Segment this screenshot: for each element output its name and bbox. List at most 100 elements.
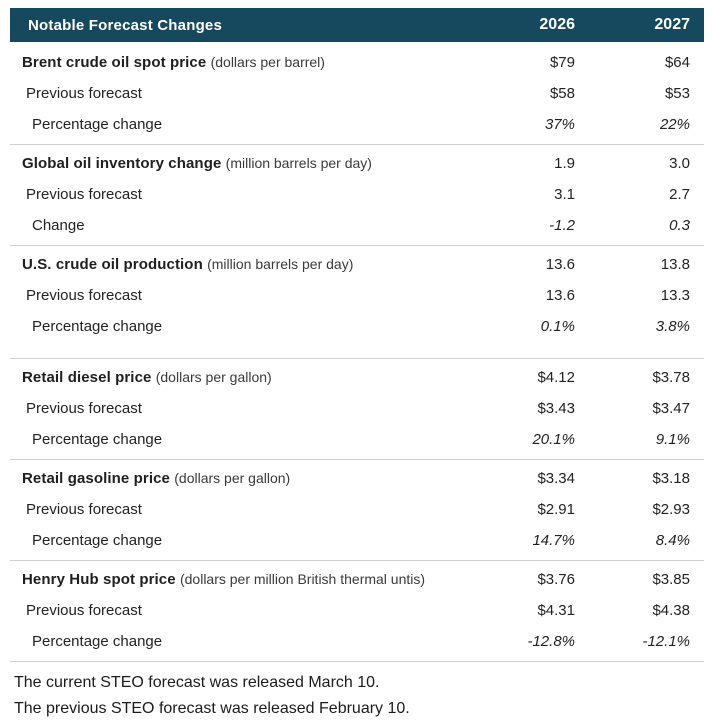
metric-value-2027: $64 — [664, 54, 690, 71]
metric-unit: (million barrels per day) — [207, 256, 354, 272]
metric-row: Henry Hub spot price (dollars per millio… — [10, 564, 704, 595]
previous-forecast-label: Previous forecast — [26, 400, 142, 417]
change-value-2026: -12.8% — [527, 633, 575, 650]
metric-unit: (dollars per million British thermal unt… — [179, 571, 426, 587]
metric-name: Henry Hub spot price — [22, 571, 180, 588]
page: Notable Forecast Changes 2026 2027 Brent… — [10, 8, 704, 717]
metric-row: Brent crude oil spot price (dollars per … — [10, 47, 704, 78]
metric-value-2026: $3.76 — [537, 571, 575, 588]
previous-value-2026: $3.43 — [537, 400, 575, 417]
metric-label-cell: Brent crude oil spot price (dollars per … — [10, 54, 499, 71]
footer-note-current: The current STEO forecast was released M… — [14, 674, 380, 691]
change-value-2027: 9.1% — [655, 431, 690, 448]
forecast-section: Brent crude oil spot price (dollars per … — [10, 42, 704, 145]
metric-row: U.S. crude oil production (million barre… — [10, 249, 704, 280]
previous-forecast-row: Previous forecast $58 $53 — [10, 78, 704, 109]
previous-value-2027: $3.47 — [652, 400, 690, 417]
previous-forecast-row: Previous forecast 3.1 2.7 — [10, 179, 704, 210]
previous-value-2027: $53 — [664, 85, 690, 102]
metric-row: Retail diesel price (dollars per gallon)… — [10, 362, 704, 393]
metric-value-2026: $79 — [549, 54, 575, 71]
change-value-2026: 20.1% — [532, 431, 575, 448]
table-footer: The current STEO forecast was released M… — [10, 662, 704, 722]
table-body: Brent crude oil spot price (dollars per … — [10, 42, 704, 662]
column-header-2027: 2027 — [654, 16, 690, 33]
change-value-2026: -1.2 — [549, 217, 575, 234]
change-row: Percentage change 20.1% 9.1% — [10, 424, 704, 455]
metric-value-2026: 13.6 — [545, 256, 575, 273]
metric-name: U.S. crude oil production — [22, 256, 208, 273]
change-value-2027: 8.4% — [655, 532, 690, 549]
metric-name: Retail gasoline price — [22, 470, 175, 487]
previous-value-2027: $2.93 — [652, 501, 690, 518]
metric-value-2027: $3.85 — [652, 571, 690, 588]
previous-forecast-label: Previous forecast — [26, 602, 142, 619]
change-label: Percentage change — [32, 318, 163, 335]
metric-row: Global oil inventory change (million bar… — [10, 148, 704, 179]
previous-forecast-label: Previous forecast — [26, 186, 142, 203]
metric-value-2026: $4.12 — [537, 369, 575, 386]
metric-name: Retail diesel price — [22, 369, 156, 386]
change-value-2026: 0.1% — [540, 318, 575, 335]
metric-label-cell: Retail diesel price (dollars per gallon) — [10, 369, 499, 386]
metric-value-2027: $3.18 — [652, 470, 690, 487]
forecast-section: Global oil inventory change (million bar… — [10, 145, 704, 246]
change-value-2027: -12.1% — [642, 633, 690, 650]
previous-value-2026: 13.6 — [545, 287, 575, 304]
metric-unit: (dollars per gallon) — [155, 369, 272, 385]
previous-forecast-label: Previous forecast — [26, 287, 142, 304]
change-row: Percentage change -12.8% -12.1% — [10, 626, 704, 657]
change-label: Percentage change — [32, 116, 163, 133]
previous-forecast-row: Previous forecast $3.43 $3.47 — [10, 393, 704, 424]
change-label: Percentage change — [32, 532, 163, 549]
previous-value-2026: 3.1 — [554, 186, 575, 203]
change-value-2026: 37% — [544, 116, 575, 133]
footer-note-previous: The previous STEO forecast was released … — [14, 700, 410, 717]
metric-value-2027: $3.78 — [652, 369, 690, 386]
previous-value-2026: $2.91 — [537, 501, 575, 518]
metric-unit: (million barrels per day) — [225, 155, 372, 171]
change-value-2027: 22% — [659, 116, 690, 133]
previous-forecast-row: Previous forecast $2.91 $2.93 — [10, 494, 704, 525]
forecast-section: Henry Hub spot price (dollars per millio… — [10, 561, 704, 662]
metric-label-cell: Retail gasoline price (dollars per gallo… — [10, 470, 499, 487]
previous-value-2026: $58 — [549, 85, 575, 102]
metric-value-2026: $3.34 — [537, 470, 575, 487]
previous-forecast-row: Previous forecast 13.6 13.3 — [10, 280, 704, 311]
forecast-section: U.S. crude oil production (million barre… — [10, 246, 704, 359]
change-value-2026: 14.7% — [532, 532, 575, 549]
metric-value-2027: 13.8 — [660, 256, 690, 273]
previous-value-2026: $4.31 — [537, 602, 575, 619]
change-label: Change — [32, 217, 85, 234]
change-row: Percentage change 0.1% 3.8% — [10, 311, 704, 342]
metric-name: Global oil inventory change — [22, 155, 226, 172]
change-label: Percentage change — [32, 431, 163, 448]
change-value-2027: 3.8% — [655, 318, 690, 335]
table-title: Notable Forecast Changes — [28, 16, 223, 34]
metric-unit: (dollars per gallon) — [174, 470, 291, 486]
previous-value-2027: $4.38 — [652, 602, 690, 619]
metric-name: Brent crude oil spot price — [22, 54, 211, 71]
change-row: Change -1.2 0.3 — [10, 210, 704, 241]
metric-label-cell: Henry Hub spot price (dollars per millio… — [10, 571, 499, 588]
metric-unit: (dollars per barrel) — [210, 54, 325, 70]
forecast-table: Notable Forecast Changes 2026 2027 Brent… — [10, 8, 704, 722]
metric-row: Retail gasoline price (dollars per gallo… — [10, 463, 704, 494]
change-label: Percentage change — [32, 633, 163, 650]
change-value-2027: 0.3 — [669, 217, 690, 234]
metric-value-2026: 1.9 — [554, 155, 575, 172]
previous-forecast-label: Previous forecast — [26, 85, 142, 102]
previous-value-2027: 13.3 — [660, 287, 690, 304]
metric-label-cell: Global oil inventory change (million bar… — [10, 155, 499, 172]
previous-forecast-row: Previous forecast $4.31 $4.38 — [10, 595, 704, 626]
metric-value-2027: 3.0 — [669, 155, 690, 172]
metric-label-cell: U.S. crude oil production (million barre… — [10, 256, 499, 273]
previous-forecast-label: Previous forecast — [26, 501, 142, 518]
forecast-section: Retail gasoline price (dollars per gallo… — [10, 460, 704, 561]
previous-value-2027: 2.7 — [669, 186, 690, 203]
forecast-section: Retail diesel price (dollars per gallon)… — [10, 359, 704, 460]
change-row: Percentage change 14.7% 8.4% — [10, 525, 704, 556]
change-row: Percentage change 37% 22% — [10, 109, 704, 140]
column-header-2026: 2026 — [539, 16, 575, 33]
table-header-row: Notable Forecast Changes 2026 2027 — [10, 8, 704, 42]
